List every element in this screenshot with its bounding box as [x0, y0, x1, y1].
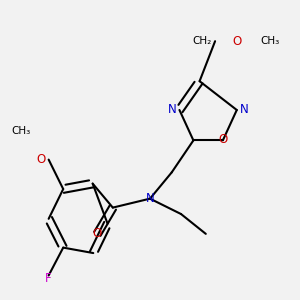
Text: N: N — [168, 103, 176, 116]
Text: N: N — [240, 103, 249, 116]
Text: O: O — [93, 227, 102, 240]
Text: O: O — [36, 153, 46, 166]
Text: F: F — [45, 272, 52, 285]
Text: O: O — [218, 133, 227, 146]
Text: CH₃: CH₃ — [260, 36, 279, 46]
Text: CH₃: CH₃ — [11, 126, 31, 136]
Text: CH₂: CH₂ — [193, 36, 212, 46]
Text: N: N — [146, 192, 154, 205]
Text: O: O — [232, 35, 242, 48]
